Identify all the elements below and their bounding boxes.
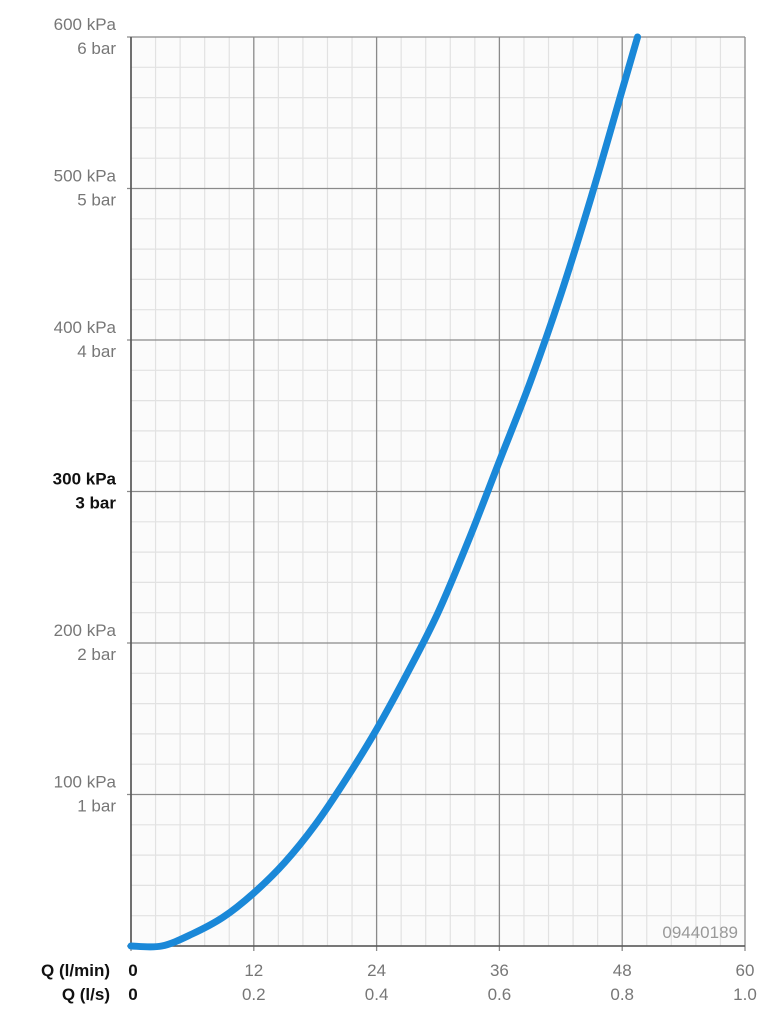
x-tick-label-ls: 0.8 xyxy=(610,985,634,1004)
x-tick-label-ls: 1.0 xyxy=(733,985,757,1004)
y-tick-label-bar: 6 bar xyxy=(77,39,116,58)
y-tick-label-bar: 5 bar xyxy=(77,191,116,210)
y-tick-label-kpa: 600 kPa xyxy=(54,15,117,34)
chart-code-annotation: 09440189 xyxy=(662,923,738,942)
series-line xyxy=(127,33,642,951)
x-tick-label-ls: 0.4 xyxy=(365,985,389,1004)
x-tick-label-ls: 0 xyxy=(128,985,137,1004)
y-tick-label-bar: 2 bar xyxy=(77,645,116,664)
y-axis-labels: 100 kPa 1 bar 200 kPa 2 bar 300 kPa 3 bar 400 … xyxy=(53,15,117,816)
y-tick-label-kpa: 400 kPa xyxy=(54,318,117,337)
y-tick-label-kpa: 200 kPa xyxy=(54,621,117,640)
y-tick-label-kpa: 300 kPa xyxy=(53,470,117,489)
x-tick-label-lmin: 0 xyxy=(128,961,137,980)
x-axis-labels: 0 0 12 0.2 24 0.4 36 0.6 48 0.8 60 1.0 xyxy=(128,961,757,1004)
x-axis-title-ls: Q (l/s) xyxy=(62,985,110,1004)
x-tick-label-ls: 0.6 xyxy=(488,985,512,1004)
y-tick-label-bar: 3 bar xyxy=(75,494,116,513)
grid xyxy=(127,36,746,951)
x-tick-label-lmin: 60 xyxy=(736,961,755,980)
y-tick-label-bar: 4 bar xyxy=(77,342,116,361)
y-tick-label-kpa: 100 kPa xyxy=(54,773,117,792)
x-tick-label-ls: 0.2 xyxy=(242,985,266,1004)
x-axis-title-lmin: Q (l/min) xyxy=(41,961,110,980)
x-tick-label-lmin: 36 xyxy=(490,961,509,980)
y-tick-label-kpa: 500 kPa xyxy=(54,167,117,186)
x-tick-label-lmin: 24 xyxy=(367,961,386,980)
y-tick-label-bar: 1 bar xyxy=(77,797,116,816)
x-tick-label-lmin: 48 xyxy=(613,961,632,980)
x-tick-label-lmin: 12 xyxy=(244,961,263,980)
